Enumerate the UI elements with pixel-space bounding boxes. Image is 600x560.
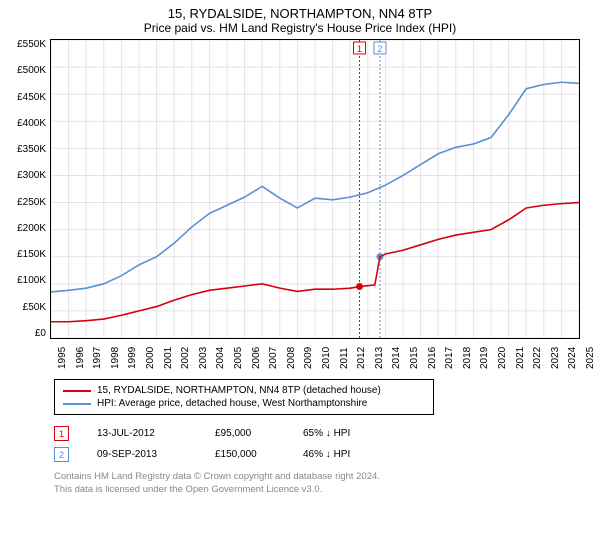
legend-swatch	[63, 390, 91, 392]
footer-line1: Contains HM Land Registry data © Crown c…	[54, 471, 590, 484]
y-tick-label: £0	[10, 328, 46, 339]
x-tick-label: 2015	[409, 347, 420, 369]
y-tick-label: £350K	[10, 144, 46, 155]
x-tick-label: 2017	[444, 347, 455, 369]
x-tick-label: 2023	[550, 347, 561, 369]
footer: Contains HM Land Registry data © Crown c…	[54, 471, 590, 497]
y-tick-label: £450K	[10, 92, 46, 103]
x-tick-label: 2002	[180, 347, 191, 369]
legend-text: 15, RYDALSIDE, NORTHAMPTON, NN4 8TP (det…	[97, 385, 381, 396]
x-tick-label: 2016	[427, 347, 438, 369]
event-pct: 65% ↓ HPI	[303, 428, 393, 439]
chart-panel: 15, RYDALSIDE, NORTHAMPTON, NN4 8TP Pric…	[0, 0, 600, 505]
events-table: 1 13-JUL-2012 £95,000 65% ↓ HPI 2 09-SEP-2013…	[54, 423, 590, 465]
x-tick-label: 2004	[215, 347, 226, 369]
y-tick-label: £500K	[10, 65, 46, 76]
y-tick-label: £150K	[10, 249, 46, 260]
title-address: 15, RYDALSIDE, NORTHAMPTON, NN4 8TP	[10, 6, 590, 21]
event-num-box: 1	[54, 426, 69, 441]
y-tick-label: £550K	[10, 39, 46, 50]
x-tick-label: 2001	[163, 347, 174, 369]
legend-text: HPI: Average price, detached house, West…	[97, 398, 367, 409]
legend: 15, RYDALSIDE, NORTHAMPTON, NN4 8TP (det…	[54, 379, 434, 415]
y-tick-label: £300K	[10, 170, 46, 181]
footer-line2: This data is licensed under the Open Gov…	[54, 484, 590, 497]
x-tick-label: 2003	[198, 347, 209, 369]
event-marker-num: 1	[357, 44, 362, 54]
x-tick-label: 2019	[479, 347, 490, 369]
y-axis: £550K £500K £450K £400K £350K £300K £250K £200K…	[10, 39, 50, 339]
event-date: 13-JUL-2012	[97, 428, 187, 439]
x-tick-label: 2000	[145, 347, 156, 369]
event-pct: 46% ↓ HPI	[303, 449, 393, 460]
x-tick-label: 2006	[251, 347, 262, 369]
x-axis: 1995 1996 1997 1998 1999 2000 2001 2002 2003 2004…	[54, 339, 584, 373]
x-tick-label: 2014	[391, 347, 402, 369]
event-row: 1 13-JUL-2012 £95,000 65% ↓ HPI	[54, 423, 590, 444]
x-tick-label: 2025	[585, 347, 596, 369]
plot-svg: 12	[51, 40, 579, 338]
plot-area: 12	[50, 39, 580, 339]
x-tick-label: 2013	[374, 347, 385, 369]
x-tick-label: 1999	[127, 347, 138, 369]
y-tick-label: £400K	[10, 118, 46, 129]
x-tick-label: 2005	[233, 347, 244, 369]
x-tick-label: 2021	[515, 347, 526, 369]
event-date: 09-SEP-2013	[97, 449, 187, 460]
x-tick-label: 2007	[268, 347, 279, 369]
x-tick-label: 2010	[321, 347, 332, 369]
x-tick-label: 2022	[532, 347, 543, 369]
legend-row: 15, RYDALSIDE, NORTHAMPTON, NN4 8TP (det…	[63, 384, 425, 397]
x-tick-label: 1995	[57, 347, 68, 369]
x-tick-label: 2018	[462, 347, 473, 369]
x-tick-label: 2024	[567, 347, 578, 369]
x-tick-label: 2008	[286, 347, 297, 369]
chart-row: £550K £500K £450K £400K £350K £300K £250K £200K…	[10, 39, 590, 339]
x-tick-label: 2012	[356, 347, 367, 369]
y-tick-label: £100K	[10, 275, 46, 286]
y-tick-label: £250K	[10, 197, 46, 208]
x-tick-label: 2009	[303, 347, 314, 369]
y-tick-label: £200K	[10, 223, 46, 234]
x-tick-label: 2011	[339, 347, 350, 369]
title-subtitle: Price paid vs. HM Land Registry's House …	[10, 21, 590, 35]
event-price: £95,000	[215, 428, 275, 439]
legend-swatch	[63, 403, 91, 405]
x-tick-label: 2020	[497, 347, 508, 369]
x-tick-label: 1996	[75, 347, 86, 369]
event-num-box: 2	[54, 447, 69, 462]
x-tick-label: 1997	[92, 347, 103, 369]
event-price: £150,000	[215, 449, 275, 460]
x-tick-label: 1998	[110, 347, 121, 369]
event-marker-num: 2	[377, 44, 382, 54]
y-tick-label: £50K	[10, 302, 46, 313]
x-axis-row: 1995 1996 1997 1998 1999 2000 2001 2002 2003 2004…	[10, 339, 590, 373]
legend-row: HPI: Average price, detached house, West…	[63, 397, 425, 410]
event-row: 2 09-SEP-2013 £150,000 46% ↓ HPI	[54, 444, 590, 465]
